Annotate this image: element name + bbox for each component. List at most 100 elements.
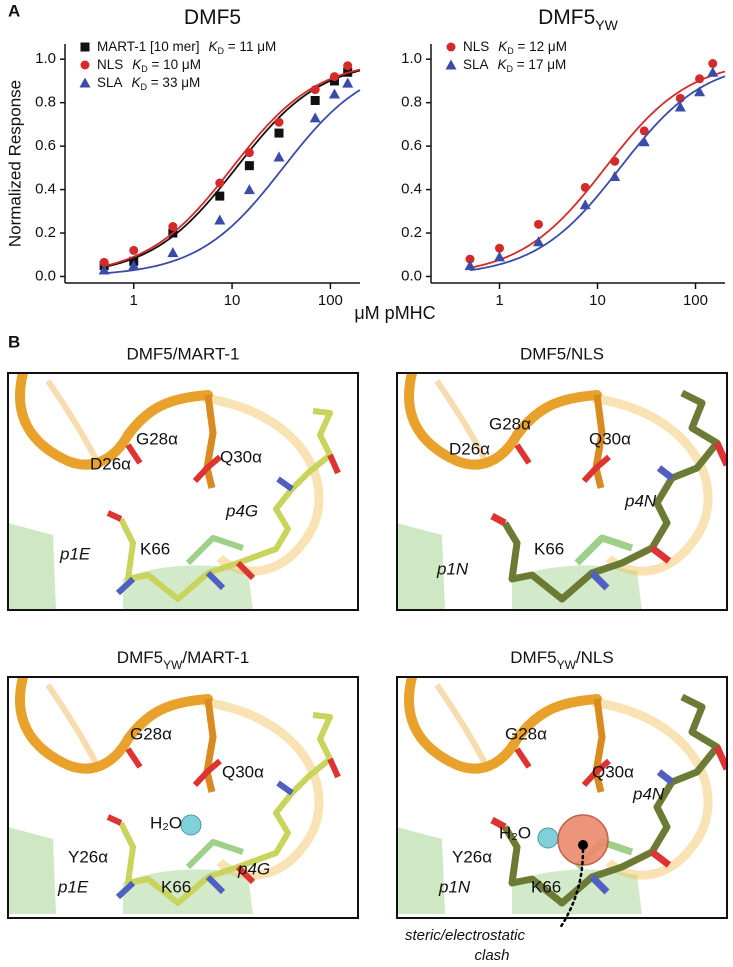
chart: DMF5YW 0.0 0.2 0.4 0.6 0.8 1.0 1 10 100 NLS KD = 12… <box>401 6 726 309</box>
legend-marker <box>80 60 90 70</box>
structure-image <box>8 373 338 610</box>
kd-symbol: K <box>132 75 142 90</box>
chart-title: DMF5 <box>184 6 241 29</box>
marker <box>214 214 226 225</box>
residue-label: p4N <box>632 784 665 803</box>
legend-name: NLS <box>463 39 489 54</box>
y-tick-label: 0.2 <box>35 224 56 241</box>
marker <box>493 251 505 262</box>
marker <box>329 72 339 82</box>
marker <box>215 178 225 188</box>
legend-name: SLA <box>97 75 123 90</box>
clash-pointer <box>558 848 585 930</box>
marker <box>579 199 591 210</box>
marker <box>695 74 705 84</box>
marker <box>494 243 504 253</box>
structure-image <box>8 677 338 914</box>
title-main: DMF5 <box>117 648 163 667</box>
structure-panel <box>396 676 728 919</box>
marker <box>274 117 284 127</box>
residue-label: p1N <box>436 559 469 578</box>
marker <box>243 184 255 195</box>
panel-label: B <box>8 332 20 351</box>
structure-panel <box>7 372 359 611</box>
marker <box>128 260 140 271</box>
structure-panel <box>7 676 359 919</box>
residue-label: K66 <box>534 539 564 558</box>
panel-title: DMF5/NLS <box>520 344 604 363</box>
structure-panel <box>396 372 728 611</box>
kd-text: = 10 μM <box>148 57 201 72</box>
residue-label: D26α <box>449 439 490 458</box>
fit-curve <box>470 75 726 272</box>
kd-text: = 11 μM <box>224 39 276 54</box>
marker <box>99 257 109 267</box>
panel-title: DMF5YW/NLS <box>510 648 613 672</box>
marker <box>609 171 621 182</box>
marker <box>674 101 686 112</box>
marker <box>215 191 225 201</box>
residue-label: Q30α <box>592 762 634 781</box>
y-tick-label: 0.0 <box>35 267 56 284</box>
fit-curve <box>104 89 361 275</box>
y-tick-label: 0.4 <box>35 181 56 198</box>
legend-marker <box>446 42 456 52</box>
annotation: steric/electrostatic <box>405 927 526 944</box>
residue-label: Q30α <box>220 447 262 466</box>
marker <box>310 95 320 105</box>
legend-marker <box>445 59 457 70</box>
marker <box>694 86 706 97</box>
residue-label: G28α <box>130 724 172 743</box>
x-tick-label: 100 <box>683 292 708 309</box>
marker <box>343 61 353 71</box>
legend-entry: MART-1 [10 mer] KD = 11 μM <box>97 39 276 57</box>
marker <box>168 222 178 232</box>
y-tick-label: 0.8 <box>401 94 422 111</box>
title-subscript: YW <box>595 17 618 33</box>
residue-label: p1N <box>438 877 471 896</box>
kd-text: = 33 μM <box>147 75 200 90</box>
chart-title: DMF5YW <box>538 6 619 33</box>
y-tick-label: 0.2 <box>401 224 422 241</box>
marker <box>638 136 650 147</box>
panel-frame <box>396 372 728 611</box>
x-tick-label: 10 <box>224 292 241 309</box>
fit-curve <box>104 68 361 267</box>
kd-subscript: D <box>507 46 514 56</box>
marker <box>167 247 179 258</box>
title-text: DMF5 <box>538 6 595 29</box>
residue-label: p4G <box>225 501 258 520</box>
residue-label: p4N <box>624 491 657 510</box>
fit-curve <box>470 70 726 269</box>
y-axis-label: Normalized Response <box>5 80 24 247</box>
residue-label: Q30α <box>222 762 264 781</box>
panel-title: DMF5/MART-1 <box>126 344 239 363</box>
residue-label: K66 <box>140 539 170 558</box>
title-subscript: YW <box>557 658 577 672</box>
annotation: clash <box>474 947 509 964</box>
residue-label: D26α <box>90 454 131 473</box>
residue-label: p1E <box>57 877 89 896</box>
marker <box>580 182 590 192</box>
x-axis-label: μM pMHC <box>354 303 435 323</box>
marker <box>244 161 254 171</box>
title-rest: /MART-1 <box>182 648 249 667</box>
title-text: DMF5 <box>184 6 241 29</box>
legend-name: NLS <box>97 57 123 72</box>
panel-label: A <box>8 1 20 20</box>
kd-symbol: K <box>209 39 219 54</box>
residue-label: G28α <box>489 414 531 433</box>
x-tick-label: 10 <box>589 292 606 309</box>
y-tick-label: 0.8 <box>35 94 56 111</box>
panel-frame <box>7 676 359 919</box>
y-tick-label: 0.6 <box>401 137 422 154</box>
marker <box>129 245 139 255</box>
residue-label: Q30α <box>589 429 631 448</box>
marker <box>532 236 544 247</box>
residue-label: Y26α <box>68 847 108 866</box>
title-subscript: YW <box>163 658 183 672</box>
legend-entry: SLA KD = 33 μM <box>97 75 200 93</box>
residue-label: G28α <box>136 429 178 448</box>
x-tick-label: 1 <box>495 292 503 309</box>
